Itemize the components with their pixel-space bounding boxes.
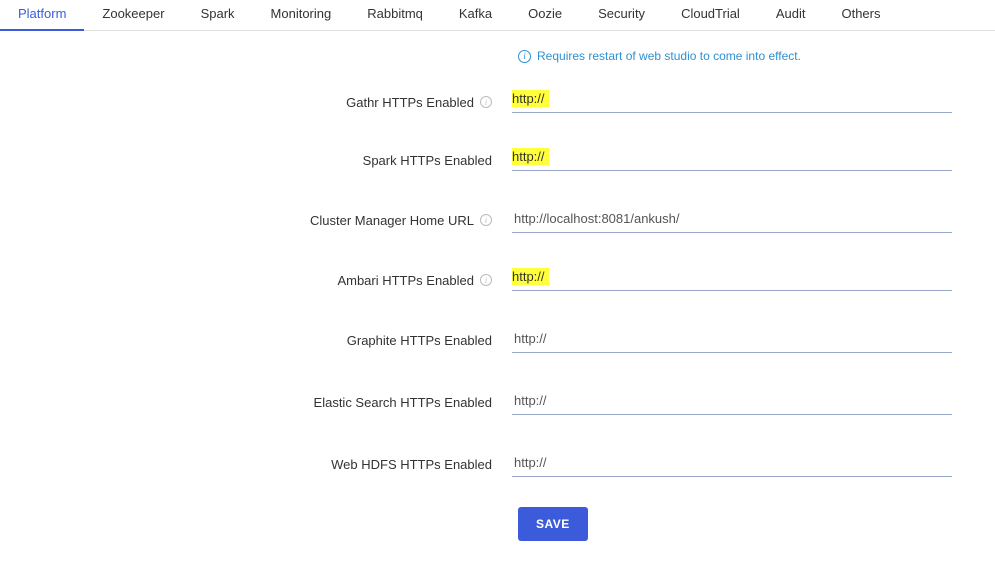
tab-platform[interactable]: Platform (0, 0, 84, 31)
label-spark: Spark HTTPs Enabled (363, 153, 492, 168)
tab-security[interactable]: Security (580, 0, 663, 30)
input-webhdfs[interactable] (512, 451, 952, 477)
info-icon: i (518, 50, 531, 63)
tab-rabbitmq[interactable]: Rabbitmq (349, 0, 441, 30)
tab-oozie[interactable]: Oozie (510, 0, 580, 30)
save-button[interactable]: SAVE (518, 507, 588, 541)
tab-spark[interactable]: Spark (183, 0, 253, 30)
info-icon[interactable]: i (480, 96, 492, 108)
input-spark[interactable]: http:// (512, 149, 952, 171)
form-content: i Requires restart of web studio to come… (0, 31, 995, 541)
tab-kafka[interactable]: Kafka (441, 0, 510, 30)
tab-zookeeper[interactable]: Zookeeper (84, 0, 182, 30)
label-graphite: Graphite HTTPs Enabled (347, 333, 492, 348)
tab-audit[interactable]: Audit (758, 0, 824, 30)
input-elastic[interactable] (512, 389, 952, 415)
tab-monitoring[interactable]: Monitoring (253, 0, 350, 30)
tab-others[interactable]: Others (823, 0, 898, 30)
label-elastic: Elastic Search HTTPs Enabled (314, 395, 492, 410)
row-graphite: Graphite HTTPs Enabled (0, 327, 995, 353)
label-cluster: Cluster Manager Home URL (310, 213, 474, 228)
row-webhdfs: Web HDFS HTTPs Enabled (0, 451, 995, 477)
notice-text: Requires restart of web studio to come i… (537, 49, 801, 63)
row-spark: Spark HTTPs Enabled http:// (0, 149, 995, 171)
row-ambari: Ambari HTTPs Enabled i http:// (0, 269, 995, 291)
input-gathr[interactable]: http:// (512, 91, 952, 113)
row-gathr: Gathr HTTPs Enabled i http:// (0, 91, 995, 113)
input-cluster[interactable] (512, 207, 952, 233)
label-gathr: Gathr HTTPs Enabled (346, 95, 474, 110)
input-ambari[interactable]: http:// (512, 269, 952, 291)
info-icon[interactable]: i (480, 274, 492, 286)
label-webhdfs: Web HDFS HTTPs Enabled (331, 457, 492, 472)
restart-notice: i Requires restart of web studio to come… (518, 49, 801, 63)
row-elastic: Elastic Search HTTPs Enabled (0, 389, 995, 415)
tab-bar: Platform Zookeeper Spark Monitoring Rabb… (0, 0, 995, 31)
info-icon[interactable]: i (480, 214, 492, 226)
row-cluster: Cluster Manager Home URL i (0, 207, 995, 233)
label-ambari: Ambari HTTPs Enabled (337, 273, 474, 288)
input-graphite[interactable] (512, 327, 952, 353)
tab-cloudtrial[interactable]: CloudTrial (663, 0, 758, 30)
